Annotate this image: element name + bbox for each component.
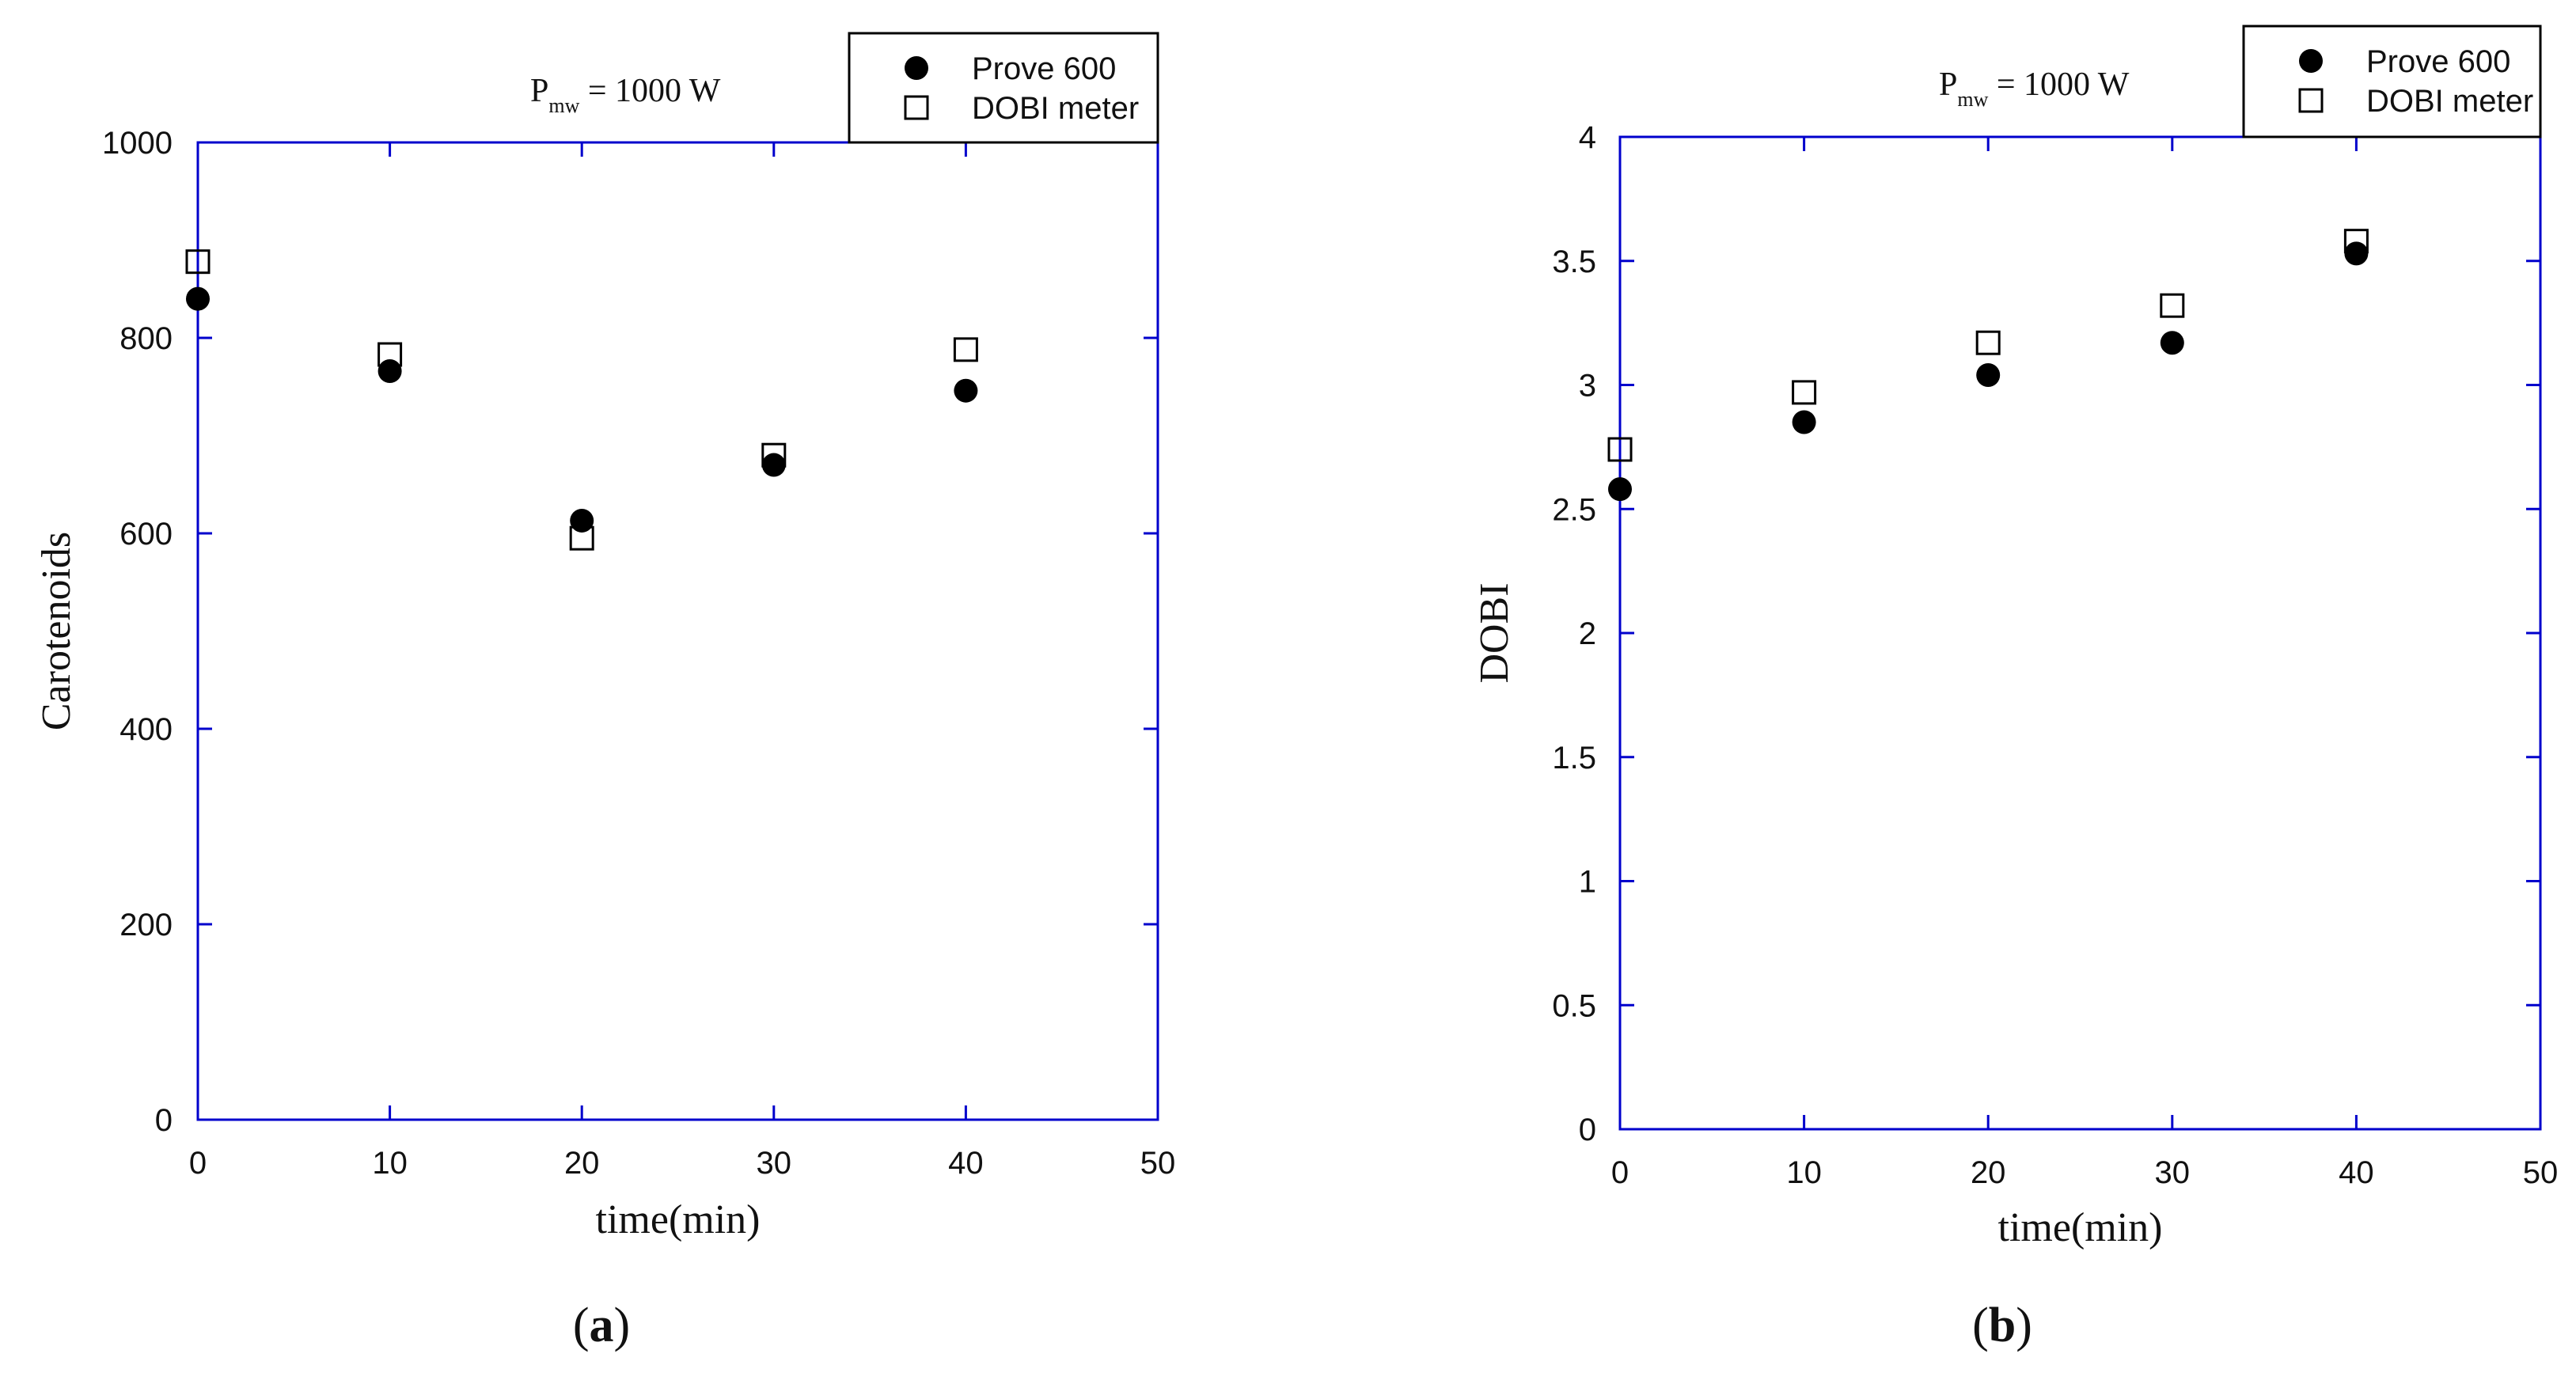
x-axis-title: time(min) <box>596 1197 761 1242</box>
data-point-filled-circle <box>186 286 210 311</box>
y-tick-label: 0 <box>1579 1113 1596 1147</box>
y-tick-label: 0 <box>155 1103 173 1138</box>
data-point-filled-circle <box>761 453 786 477</box>
x-tick-label: 0 <box>189 1146 207 1181</box>
data-point-filled-circle <box>1976 362 2001 387</box>
data-point-open-square <box>377 342 403 367</box>
y-tick-label: 4 <box>1579 120 1596 155</box>
data-point-open-square <box>185 249 211 275</box>
x-axis-title: time(min) <box>1998 1205 2163 1250</box>
legend-marker-filled-circle <box>905 56 928 80</box>
y-tick-label: 0.5 <box>1552 988 1596 1023</box>
x-tick-label: 10 <box>372 1146 408 1181</box>
legend-label: Prove 600 <box>972 51 1116 86</box>
data-point-open-square <box>1792 380 1817 405</box>
y-tick-label: 3 <box>1579 369 1596 404</box>
data-point-open-square <box>569 525 594 551</box>
chart-panel-a: 0 10 20 30 40 50 0 200 400 600 800 1000 time(min) Car… <box>34 32 1176 1352</box>
power-annotation: Pmw = 1000 W <box>1939 66 2130 111</box>
series-prove-600 <box>1608 241 2369 502</box>
y-axis-title: DOBI <box>1472 582 1517 683</box>
y-tick-label: 400 <box>120 712 173 747</box>
series-dobi-meter <box>185 249 978 551</box>
data-point-filled-circle <box>1792 410 1816 434</box>
plot-frame <box>1618 135 2542 1131</box>
data-point-open-square <box>2160 293 2185 318</box>
data-point-filled-circle <box>377 358 402 383</box>
x-tick-label: 30 <box>757 1146 792 1181</box>
data-point-filled-circle <box>570 508 594 533</box>
panel-label: (b) <box>1972 1299 2032 1352</box>
y-tick-label: 800 <box>120 321 173 356</box>
panel-label-letter: b <box>1989 1299 2016 1352</box>
y-tick-label: 200 <box>120 908 173 942</box>
legend: Prove 600 DOBI meter <box>2242 25 2542 138</box>
legend-marker-open-square <box>2298 88 2324 113</box>
data-point-filled-circle <box>2344 241 2369 266</box>
panel-label-close: ) <box>2016 1299 2032 1352</box>
x-tick-label: 50 <box>2523 1155 2559 1190</box>
plot-frame <box>196 141 1159 1121</box>
data-point-filled-circle <box>2160 331 2184 355</box>
x-tick-label: 20 <box>564 1146 600 1181</box>
panel-label-close: ) <box>614 1299 631 1352</box>
panel-label-letter: a <box>590 1299 614 1352</box>
y-tick-label: 2.5 <box>1552 492 1596 527</box>
data-point-filled-circle <box>1608 477 1632 502</box>
data-point-open-square <box>953 337 978 362</box>
legend: Prove 600 DOBI meter <box>848 32 1159 144</box>
data-point-filled-circle <box>954 378 978 403</box>
panel-label-open: ( <box>573 1299 590 1352</box>
chart-panel-b: 0 10 20 30 40 50 0 0.5 1 1.5 2 2.5 3 3.5 4 time(min) DOB… <box>1472 25 2559 1352</box>
y-tick-label: 2 <box>1579 616 1596 651</box>
x-tick-label: 50 <box>1140 1146 1176 1181</box>
y-tick-label: 600 <box>120 517 173 552</box>
power-annotation: Pmw = 1000 W <box>530 73 721 117</box>
legend-box <box>848 32 1159 144</box>
data-point-open-square <box>2343 229 2369 254</box>
x-tick-label: 40 <box>2339 1155 2374 1190</box>
data-point-open-square <box>1975 330 2001 355</box>
y-tick-label: 1 <box>1579 865 1596 900</box>
data-point-open-square <box>761 442 787 468</box>
x-tick-label: 30 <box>2155 1155 2191 1190</box>
y-tick-label: 1000 <box>102 126 173 161</box>
y-axis-title: Carotenoids <box>34 532 79 730</box>
x-tick-label: 10 <box>1786 1155 1822 1190</box>
legend-label: DOBI meter <box>972 91 1139 126</box>
panel-label: (a) <box>573 1299 630 1352</box>
x-tick-label: 20 <box>1971 1155 2006 1190</box>
series-prove-600 <box>186 286 978 533</box>
legend-marker-filled-circle <box>2299 49 2323 73</box>
x-tick-label: 0 <box>1611 1155 1629 1190</box>
legend-box <box>2242 25 2542 138</box>
annotation-subscript: mw <box>548 94 579 117</box>
y-tick-label: 3.5 <box>1552 245 1596 279</box>
annotation-subscript: mw <box>1957 88 1988 111</box>
annotation-value: = 1000 W <box>579 73 720 109</box>
panel-label-open: ( <box>1972 1299 1989 1352</box>
legend-marker-open-square <box>904 95 929 120</box>
series-dobi-meter <box>1607 229 2369 462</box>
y-tick-label: 1.5 <box>1552 741 1596 775</box>
data-point-open-square <box>1607 437 1633 462</box>
x-tick-label: 40 <box>948 1146 984 1181</box>
annotation-value: = 1000 W <box>1988 66 2129 103</box>
legend-label: DOBI meter <box>2366 84 2533 119</box>
annotation-symbol: P <box>1939 66 1957 103</box>
annotation-symbol: P <box>530 73 548 109</box>
legend-label: Prove 600 <box>2366 44 2510 79</box>
